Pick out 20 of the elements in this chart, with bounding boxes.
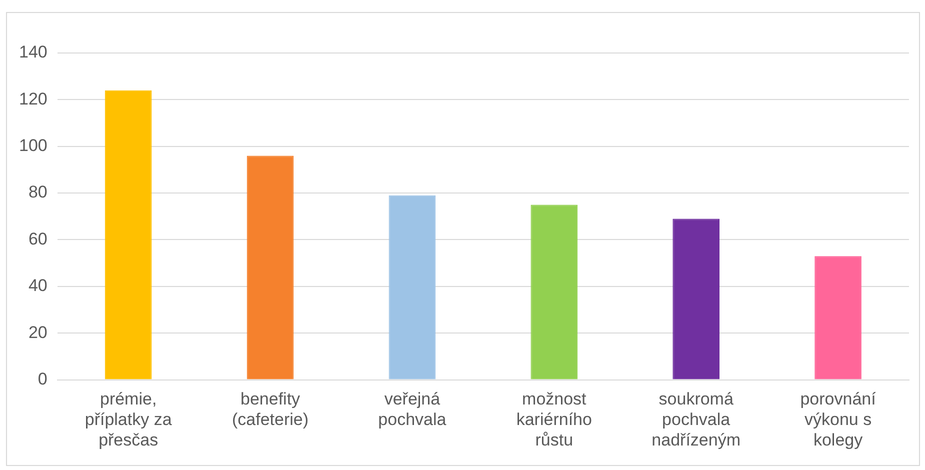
bar: [104, 90, 152, 380]
y-tick-label: 100: [18, 136, 48, 156]
x-tick-label: soukromá pochvala nadřízeným: [652, 390, 741, 450]
y-tick-label: 80: [28, 182, 48, 202]
x-tick-label: možnost kariérního růstu: [516, 390, 592, 450]
bar: [388, 195, 436, 380]
x-tick-label: prémie, příplatky za přesčas: [84, 390, 172, 450]
x-tick-label: veřejná pochvala: [378, 390, 447, 430]
bar: [672, 218, 720, 380]
bar: [814, 256, 862, 380]
y-tick-label: 40: [28, 276, 48, 296]
x-tick-label: benefity (cafeterie): [232, 390, 309, 430]
y-tick-label: 0: [38, 369, 48, 388]
bar: [530, 204, 578, 380]
bar: [246, 156, 294, 380]
y-tick-label: 60: [28, 229, 48, 248]
y-tick-label: 140: [18, 42, 48, 62]
x-tick-label: porovnání výkonu s kolegy: [800, 390, 876, 450]
y-tick-label: 120: [18, 89, 48, 108]
y-tick-label: 20: [28, 322, 48, 342]
